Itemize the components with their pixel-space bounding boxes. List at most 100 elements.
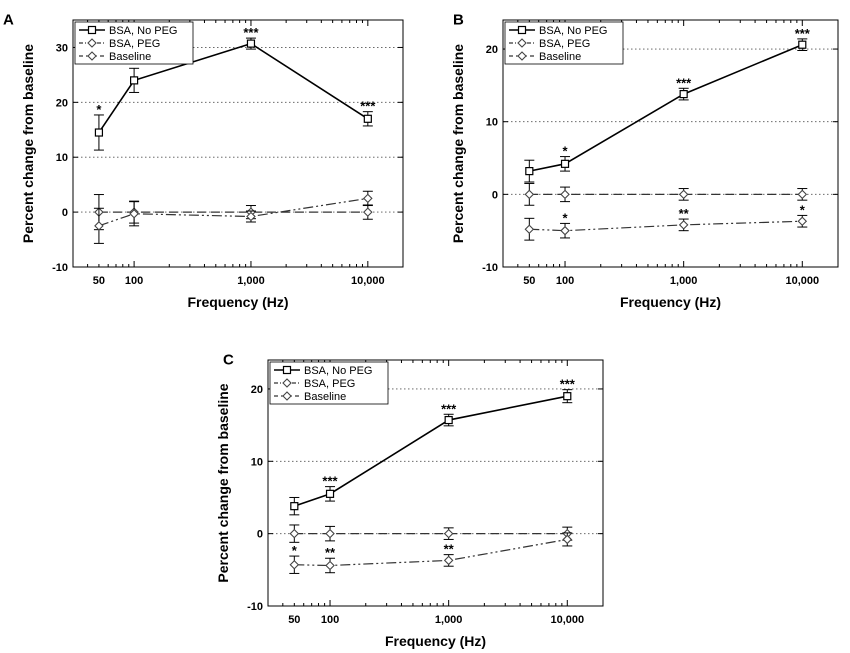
data-point: [798, 40, 807, 49]
data-point: [290, 502, 299, 511]
data-point: [443, 555, 454, 566]
data-point: [443, 528, 454, 539]
y-tick-label: 0: [257, 529, 263, 541]
data-point: [797, 189, 808, 200]
series-bsa-no-peg: *******: [524, 26, 811, 183]
legend-label: Baseline: [304, 391, 346, 403]
significance-label: *: [292, 543, 298, 558]
data-point: [797, 216, 808, 227]
significance-label: ***: [322, 474, 338, 489]
data-point: [246, 211, 256, 222]
y-tick-label: 10: [251, 456, 263, 468]
axes-frame: [267, 359, 604, 607]
significance-label: *: [96, 102, 102, 117]
y-tick-label: 30: [56, 42, 68, 54]
data-point: [325, 489, 335, 498]
series-bsa-peg: [93, 190, 373, 244]
data-point: [325, 560, 335, 571]
significance-label: ***: [360, 99, 376, 114]
legend-label: BSA, PEG: [304, 378, 355, 390]
axes-frame: [502, 19, 839, 268]
significance-label: *: [562, 210, 568, 225]
x-tick-label: 1,000: [670, 275, 698, 287]
panel-letter: B: [453, 11, 464, 28]
panel-letter: A: [3, 11, 14, 28]
significance-label: ***: [243, 25, 259, 40]
data-point: [94, 128, 104, 137]
series-baseline: [524, 182, 808, 206]
significance-label: **: [444, 542, 455, 557]
data-point: [560, 225, 570, 236]
data-point: [129, 208, 139, 219]
legend-marker: [517, 51, 527, 61]
series-bsa-peg: * ** *: [524, 202, 808, 241]
chart-panel-c: C -10 0 10 20 50 100 1,000 10,000 Frequency (Hz) P…: [215, 351, 604, 649]
x-tick-label: 10,000: [550, 614, 584, 626]
data-point: [560, 189, 570, 200]
legend-label: Baseline: [539, 51, 581, 63]
data-point: [679, 89, 688, 99]
legend-marker: [87, 25, 97, 35]
legend-label: BSA, PEG: [109, 38, 160, 50]
y-axis-title: Percent change from baseline: [20, 44, 36, 243]
x-tick-label: 10,000: [785, 275, 819, 287]
data-point: [289, 528, 300, 539]
series-line: [294, 395, 568, 507]
legend-marker: [517, 38, 527, 48]
y-tick-label: 0: [492, 189, 498, 201]
y-tick-label: -10: [52, 262, 68, 274]
y-tick-label: 20: [56, 97, 68, 109]
significance-label: ***: [560, 377, 576, 392]
data-point: [678, 189, 689, 200]
series-baseline: [289, 524, 573, 543]
legend-marker: [87, 51, 97, 61]
significance-label: *: [800, 202, 806, 217]
series-bsa-no-peg: *** *** ***: [289, 377, 576, 516]
significance-label: ***: [795, 26, 811, 41]
chart-panel-b: B -10 0 10 20 50 100 1,000 10,000 Frequency (Hz) P…: [450, 11, 839, 310]
x-tick-label: 50: [523, 275, 535, 287]
legend-label: BSA, No PEG: [539, 25, 607, 37]
significance-label: *: [562, 144, 568, 159]
data-point: [678, 220, 689, 230]
data-point: [363, 114, 372, 123]
x-tick-label: 100: [125, 275, 143, 287]
legend-marker: [517, 25, 527, 35]
series-line: [294, 538, 568, 567]
data-point: [363, 193, 373, 204]
series-line: [98, 197, 368, 227]
data-point: [562, 534, 573, 545]
y-tick-label: 20: [251, 384, 263, 396]
data-point: [525, 167, 534, 176]
x-tick-label: 1,000: [237, 275, 265, 287]
x-tick-label: 100: [321, 614, 339, 626]
x-tick-label: 100: [556, 275, 574, 287]
legend-marker: [282, 378, 292, 388]
y-axis-title: Percent change from baseline: [215, 383, 231, 582]
y-tick-label: 20: [486, 44, 498, 56]
data-point: [563, 392, 572, 401]
legend-marker: [282, 391, 292, 401]
data-point: [524, 189, 535, 200]
y-axis-title: Percent change from baseline: [450, 44, 466, 243]
data-point: [130, 76, 139, 85]
data-point: [560, 159, 570, 168]
x-tick-label: 50: [288, 614, 300, 626]
y-tick-label: 10: [486, 117, 498, 129]
series-bsa-peg: * ** **: [289, 532, 573, 574]
series-line: [529, 43, 803, 172]
chart-panel-a: A -10 0 10 20 30 50 100 1,000 10,000 Frequency (Hz…: [3, 11, 404, 310]
legend-marker: [282, 365, 292, 375]
legend-label: BSA, No PEG: [304, 365, 372, 377]
panel-letter: C: [223, 351, 234, 368]
x-axis-title: Frequency (Hz): [385, 633, 486, 649]
x-tick-label: 50: [93, 275, 105, 287]
significance-label: **: [679, 206, 690, 221]
data-point: [325, 528, 335, 539]
significance-label: ***: [441, 401, 457, 416]
axes-frame: [72, 19, 404, 268]
